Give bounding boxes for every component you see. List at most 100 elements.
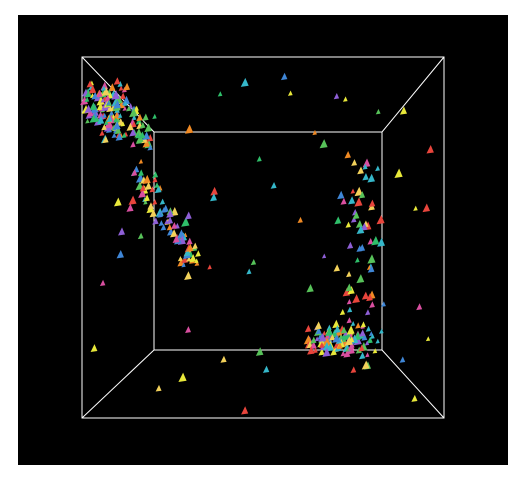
data-point-marker xyxy=(138,188,146,198)
data-point-marker xyxy=(181,262,186,268)
data-point-marker xyxy=(330,348,337,356)
data-point-marker xyxy=(332,319,340,329)
data-point-marker xyxy=(367,264,375,273)
data-point-marker xyxy=(158,220,164,226)
data-point-marker xyxy=(361,291,369,300)
data-point-marker xyxy=(324,333,330,339)
data-point-marker xyxy=(152,113,157,119)
data-point-marker xyxy=(381,301,386,307)
data-point-marker xyxy=(195,250,201,257)
data-point-marker xyxy=(123,100,128,107)
data-point-marker xyxy=(130,121,137,128)
data-point-marker xyxy=(365,352,370,358)
data-point-marker xyxy=(411,394,418,402)
data-point-marker xyxy=(325,327,333,337)
data-point-marker xyxy=(126,105,132,112)
data-point-marker xyxy=(181,217,190,227)
data-point-marker xyxy=(375,165,380,172)
data-point-marker xyxy=(106,115,113,123)
data-point-marker xyxy=(102,135,109,144)
data-point-marker xyxy=(123,82,131,91)
data-point-marker xyxy=(346,241,354,249)
data-point-marker xyxy=(166,209,174,218)
data-point-marker xyxy=(101,85,106,91)
data-point-marker xyxy=(346,325,355,335)
data-point-marker xyxy=(310,336,317,344)
data-point-marker xyxy=(106,100,111,106)
data-point-marker xyxy=(372,348,378,354)
data-point-marker xyxy=(152,171,159,178)
data-point-marker xyxy=(255,347,264,356)
data-point-marker xyxy=(137,232,144,240)
data-point-marker xyxy=(113,197,122,207)
data-point-marker xyxy=(318,348,325,356)
data-point-marker xyxy=(159,198,165,205)
data-point-marker xyxy=(367,173,375,183)
data-point-marker xyxy=(186,255,192,262)
data-point-marker xyxy=(426,145,434,154)
data-point-marker xyxy=(121,132,127,139)
data-point-marker xyxy=(334,216,342,225)
data-point-marker xyxy=(113,99,121,109)
data-point-marker xyxy=(217,91,223,97)
data-point-marker xyxy=(318,341,325,349)
data-point-marker xyxy=(306,284,314,293)
data-point-marker xyxy=(364,340,370,346)
data-point-marker xyxy=(191,242,198,250)
data-point-marker xyxy=(345,221,351,228)
data-point-marker xyxy=(117,227,126,236)
data-point-marker xyxy=(352,211,360,220)
data-point-marker xyxy=(312,129,317,136)
data-point-marker xyxy=(189,254,197,263)
data-point-marker xyxy=(149,186,155,193)
data-point-marker xyxy=(354,257,360,263)
data-point-marker xyxy=(345,283,353,292)
data-point-marker xyxy=(136,113,143,122)
data-point-marker xyxy=(152,217,159,225)
box-edge-bottom-left xyxy=(81,349,155,419)
data-point-marker xyxy=(365,325,371,332)
data-point-marker xyxy=(184,211,192,220)
data-point-marker xyxy=(358,191,366,199)
data-point-marker xyxy=(348,196,356,205)
data-point-marker xyxy=(116,249,124,259)
data-point-marker xyxy=(147,202,154,210)
data-point-marker xyxy=(131,169,138,177)
data-point-marker xyxy=(356,274,365,284)
data-point-marker xyxy=(103,120,109,126)
data-point-marker xyxy=(194,260,200,267)
data-point-marker xyxy=(364,309,371,316)
data-point-marker xyxy=(96,89,103,98)
3d-viewport[interactable] xyxy=(18,15,508,465)
data-point-marker xyxy=(297,216,303,224)
scatter-scene[interactable] xyxy=(18,15,508,465)
data-point-marker xyxy=(117,113,123,119)
data-point-marker xyxy=(138,158,143,164)
data-point-marker xyxy=(122,105,127,111)
data-point-marker xyxy=(350,366,357,374)
data-point-marker xyxy=(314,321,322,330)
data-point-marker xyxy=(315,327,322,335)
data-point-marker xyxy=(340,350,346,357)
data-point-marker xyxy=(152,176,158,183)
data-point-marker xyxy=(416,303,423,311)
data-point-marker xyxy=(118,85,124,91)
data-point-marker xyxy=(111,132,117,139)
data-point-marker xyxy=(341,337,347,343)
data-point-marker xyxy=(357,166,364,175)
data-point-marker xyxy=(128,195,137,205)
data-point-marker xyxy=(209,193,217,202)
data-point-marker xyxy=(368,199,376,208)
data-point-marker xyxy=(108,110,114,116)
data-point-marker xyxy=(80,96,89,106)
data-point-marker xyxy=(135,181,144,191)
data-point-marker xyxy=(108,83,116,92)
data-point-marker xyxy=(367,237,374,245)
data-point-marker xyxy=(361,333,368,341)
data-point-marker xyxy=(425,336,431,342)
data-point-marker xyxy=(312,347,318,354)
data-point-marker xyxy=(336,342,343,350)
data-point-marker xyxy=(130,141,136,148)
data-point-marker xyxy=(161,207,167,213)
data-point-marker xyxy=(366,336,373,344)
